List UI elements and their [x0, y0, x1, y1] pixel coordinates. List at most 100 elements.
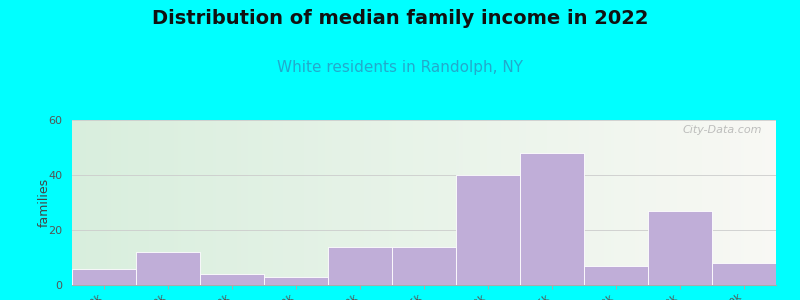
Bar: [678, 120, 681, 285]
Bar: [734, 120, 738, 285]
Bar: [374, 120, 378, 285]
Bar: [230, 120, 234, 285]
Bar: [509, 120, 512, 285]
Bar: [681, 120, 685, 285]
Bar: [396, 120, 399, 285]
Bar: [445, 120, 449, 285]
Bar: [614, 120, 618, 285]
Bar: [220, 120, 223, 285]
Bar: [146, 120, 150, 285]
Bar: [118, 120, 122, 285]
Bar: [766, 120, 769, 285]
Bar: [550, 120, 554, 285]
Bar: [100, 120, 104, 285]
Bar: [726, 120, 730, 285]
Bar: [537, 120, 540, 285]
Bar: [558, 120, 562, 285]
Bar: [424, 120, 427, 285]
Text: White residents in Randolph, NY: White residents in Randolph, NY: [277, 60, 523, 75]
Bar: [361, 120, 364, 285]
Bar: [480, 120, 484, 285]
Bar: [336, 120, 339, 285]
Bar: [593, 120, 597, 285]
Bar: [502, 120, 505, 285]
Bar: [364, 120, 368, 285]
Bar: [392, 120, 396, 285]
Bar: [638, 120, 642, 285]
Bar: [456, 120, 459, 285]
Bar: [72, 268, 136, 285]
Bar: [202, 120, 206, 285]
Bar: [716, 120, 720, 285]
Bar: [273, 120, 276, 285]
Bar: [223, 120, 227, 285]
Bar: [322, 120, 326, 285]
Bar: [625, 120, 628, 285]
Bar: [660, 120, 663, 285]
Bar: [357, 120, 361, 285]
Bar: [188, 120, 192, 285]
Bar: [280, 120, 283, 285]
Bar: [755, 120, 758, 285]
Bar: [251, 120, 255, 285]
Bar: [414, 120, 417, 285]
Bar: [603, 120, 607, 285]
Bar: [498, 120, 502, 285]
Bar: [449, 120, 452, 285]
Bar: [758, 120, 762, 285]
Bar: [410, 120, 414, 285]
Bar: [329, 120, 333, 285]
Bar: [328, 247, 392, 285]
Bar: [79, 120, 82, 285]
Bar: [712, 263, 776, 285]
Bar: [346, 120, 350, 285]
Bar: [163, 120, 167, 285]
Bar: [702, 120, 706, 285]
Bar: [533, 120, 537, 285]
Bar: [181, 120, 185, 285]
Bar: [245, 120, 248, 285]
Bar: [343, 120, 346, 285]
Bar: [178, 120, 181, 285]
Bar: [515, 120, 519, 285]
Bar: [200, 274, 264, 285]
Bar: [90, 120, 93, 285]
Bar: [741, 120, 744, 285]
Bar: [339, 120, 343, 285]
Bar: [590, 120, 593, 285]
Bar: [653, 120, 656, 285]
Bar: [104, 120, 107, 285]
Bar: [744, 120, 748, 285]
Bar: [648, 211, 712, 285]
Bar: [216, 120, 220, 285]
Bar: [751, 120, 755, 285]
Bar: [301, 120, 304, 285]
Bar: [618, 120, 621, 285]
Bar: [227, 120, 230, 285]
Bar: [264, 277, 328, 285]
Bar: [522, 120, 526, 285]
Bar: [709, 120, 713, 285]
Bar: [114, 120, 118, 285]
Bar: [368, 120, 371, 285]
Bar: [185, 120, 188, 285]
Bar: [748, 120, 751, 285]
Bar: [650, 120, 653, 285]
Bar: [269, 120, 273, 285]
Text: Distribution of median family income in 2022: Distribution of median family income in …: [152, 9, 648, 28]
Bar: [773, 120, 776, 285]
Bar: [392, 247, 456, 285]
Bar: [586, 120, 590, 285]
Bar: [456, 175, 520, 285]
Bar: [494, 120, 498, 285]
Bar: [434, 120, 438, 285]
Bar: [72, 120, 75, 285]
Bar: [730, 120, 734, 285]
Bar: [286, 120, 290, 285]
Bar: [568, 120, 572, 285]
Bar: [512, 120, 515, 285]
Bar: [462, 120, 466, 285]
Bar: [575, 120, 579, 285]
Bar: [628, 120, 632, 285]
Bar: [354, 120, 357, 285]
